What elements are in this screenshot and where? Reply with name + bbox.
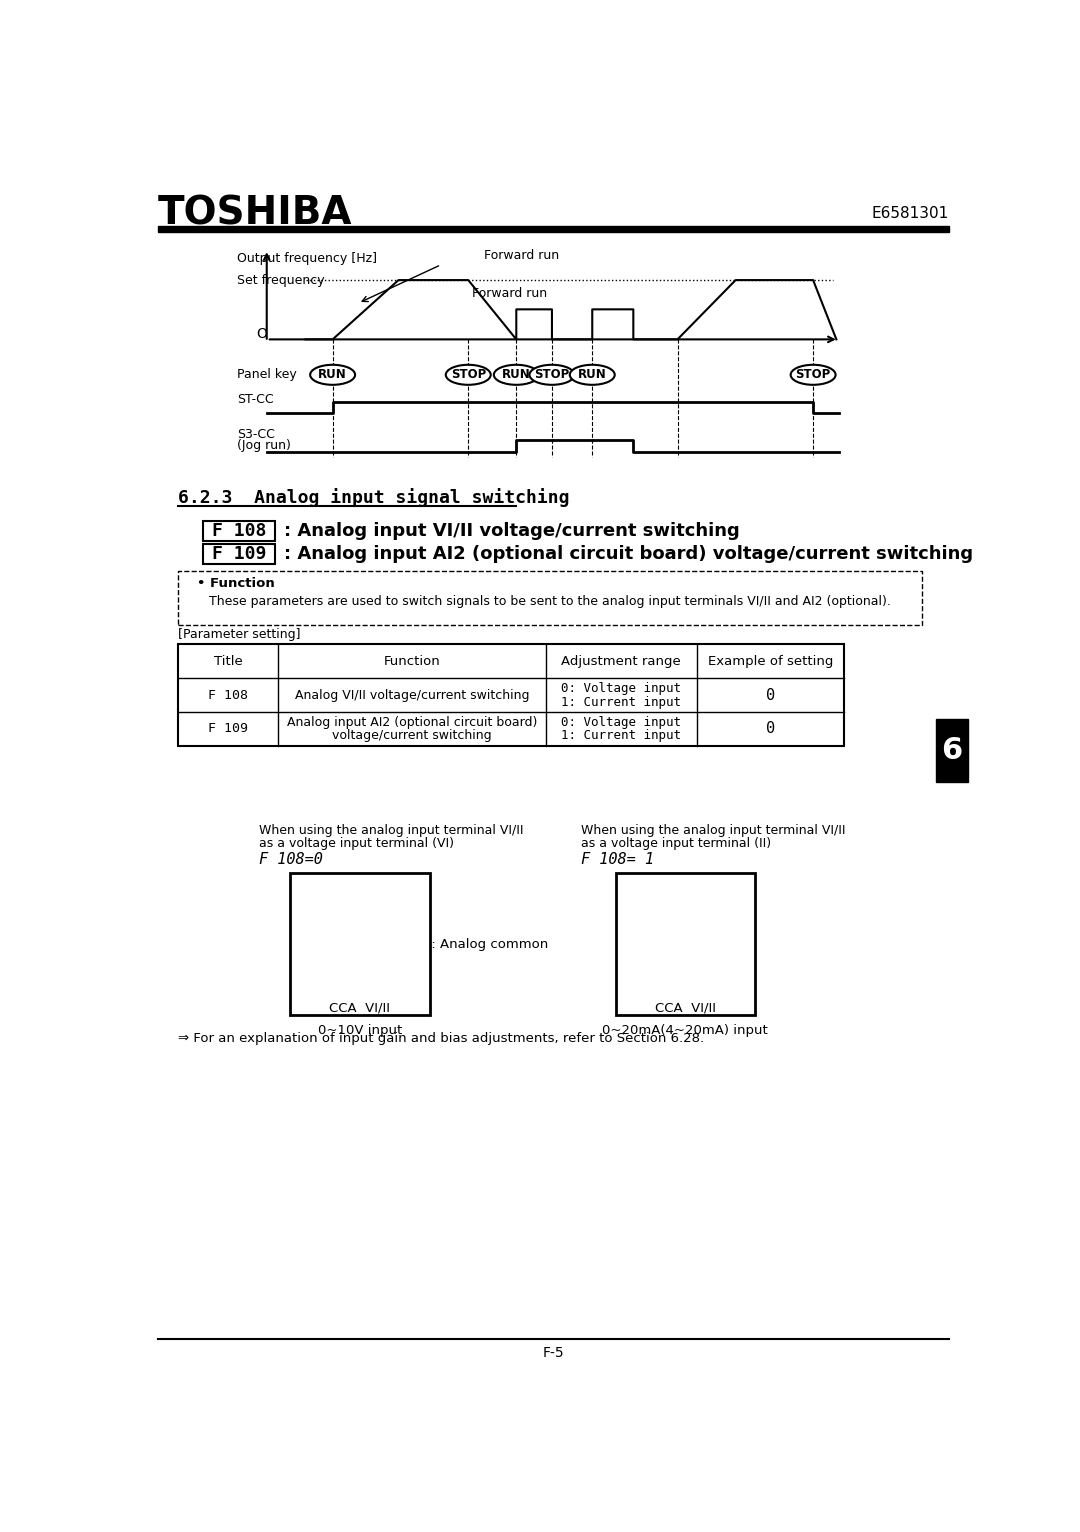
Text: Function: Function: [383, 654, 441, 668]
Ellipse shape: [791, 365, 836, 385]
Text: voltage/current switching: voltage/current switching: [333, 729, 491, 743]
Text: 0: 0: [766, 688, 775, 703]
Text: Forward run: Forward run: [472, 288, 548, 300]
Text: Example of setting: Example of setting: [707, 654, 833, 668]
Text: 1: Current input: 1: Current input: [562, 696, 681, 708]
Text: : Analog input AI2 (optional circuit board) voltage/current switching: : Analog input AI2 (optional circuit boa…: [284, 545, 973, 564]
Text: F 108= 1: F 108= 1: [581, 852, 653, 867]
Text: as a voltage input terminal (II): as a voltage input terminal (II): [581, 836, 771, 850]
Text: 1: Current input: 1: Current input: [562, 729, 681, 743]
Text: CCA: Analog common: CCA: Analog common: [404, 938, 549, 951]
Text: RUN: RUN: [319, 368, 347, 381]
Text: F 108: F 108: [208, 688, 248, 702]
Text: Title: Title: [214, 654, 242, 668]
Bar: [159, 227, 948, 231]
Text: 0: Voltage input: 0: Voltage input: [562, 682, 681, 694]
Text: 6: 6: [942, 735, 962, 764]
Text: Analog input AI2 (optional circuit board): Analog input AI2 (optional circuit board…: [287, 715, 537, 729]
Text: Output frequency [Hz]: Output frequency [Hz]: [238, 251, 377, 265]
Text: RUN: RUN: [502, 368, 530, 381]
Text: Forward run: Forward run: [484, 248, 558, 262]
Text: Panel key: Panel key: [238, 368, 297, 381]
Text: 0: Voltage input: 0: Voltage input: [562, 715, 681, 729]
Text: O: O: [257, 326, 268, 342]
Text: F 108: F 108: [212, 522, 266, 541]
Text: : Analog input VI/II voltage/current switching: : Analog input VI/II voltage/current swi…: [284, 522, 740, 541]
Text: • Function: • Function: [197, 578, 274, 590]
Text: When using the analog input terminal VI/II: When using the analog input terminal VI/…: [259, 824, 524, 836]
Ellipse shape: [570, 365, 615, 385]
Ellipse shape: [310, 365, 355, 385]
Text: CCA  VI/II: CCA VI/II: [654, 1002, 716, 1014]
Text: S3-CC: S3-CC: [238, 427, 275, 441]
Text: 0: 0: [766, 722, 775, 737]
Text: [Parameter setting]: [Parameter setting]: [177, 628, 300, 640]
Text: E6581301: E6581301: [872, 205, 948, 221]
Ellipse shape: [494, 365, 539, 385]
Text: F 108=0: F 108=0: [259, 852, 323, 867]
Text: as a voltage input terminal (VI): as a voltage input terminal (VI): [259, 836, 454, 850]
Text: These parameters are used to switch signals to be sent to the analog input termi: These parameters are used to switch sign…: [208, 596, 891, 608]
Text: 0~10V input: 0~10V input: [318, 1025, 402, 1037]
Text: CCA  VI/II: CCA VI/II: [329, 1002, 390, 1014]
Ellipse shape: [529, 365, 575, 385]
Bar: [203, 544, 274, 564]
Text: Adjustment range: Adjustment range: [562, 654, 681, 668]
Text: When using the analog input terminal VI/II: When using the analog input terminal VI/…: [581, 824, 846, 836]
Text: F 109: F 109: [212, 545, 266, 564]
Text: STOP: STOP: [450, 368, 486, 381]
Bar: [177, 645, 845, 746]
Text: Set frequency: Set frequency: [238, 274, 325, 286]
Bar: [291, 873, 430, 1016]
Bar: [935, 719, 968, 783]
Text: STOP: STOP: [796, 368, 831, 381]
Text: F-5: F-5: [542, 1345, 565, 1360]
Text: RUN: RUN: [578, 368, 607, 381]
Bar: [616, 873, 755, 1016]
Text: Analog VI/II voltage/current switching: Analog VI/II voltage/current switching: [295, 688, 529, 702]
Text: STOP: STOP: [535, 368, 569, 381]
Bar: [177, 571, 921, 625]
Text: ST-CC: ST-CC: [238, 392, 274, 406]
Text: F 109: F 109: [208, 723, 248, 735]
Text: 0~20mA(4~20mA) input: 0~20mA(4~20mA) input: [603, 1025, 768, 1037]
Bar: [203, 521, 274, 541]
Text: ⇒ For an explanation of input gain and bias adjustments, refer to Section 6.28.: ⇒ For an explanation of input gain and b…: [177, 1033, 704, 1045]
Text: TOSHIBA: TOSHIBA: [159, 195, 353, 233]
Text: (Jog run): (Jog run): [238, 440, 292, 452]
Ellipse shape: [446, 365, 490, 385]
Text: 6.2.3  Analog input signal switching: 6.2.3 Analog input signal switching: [177, 489, 569, 507]
